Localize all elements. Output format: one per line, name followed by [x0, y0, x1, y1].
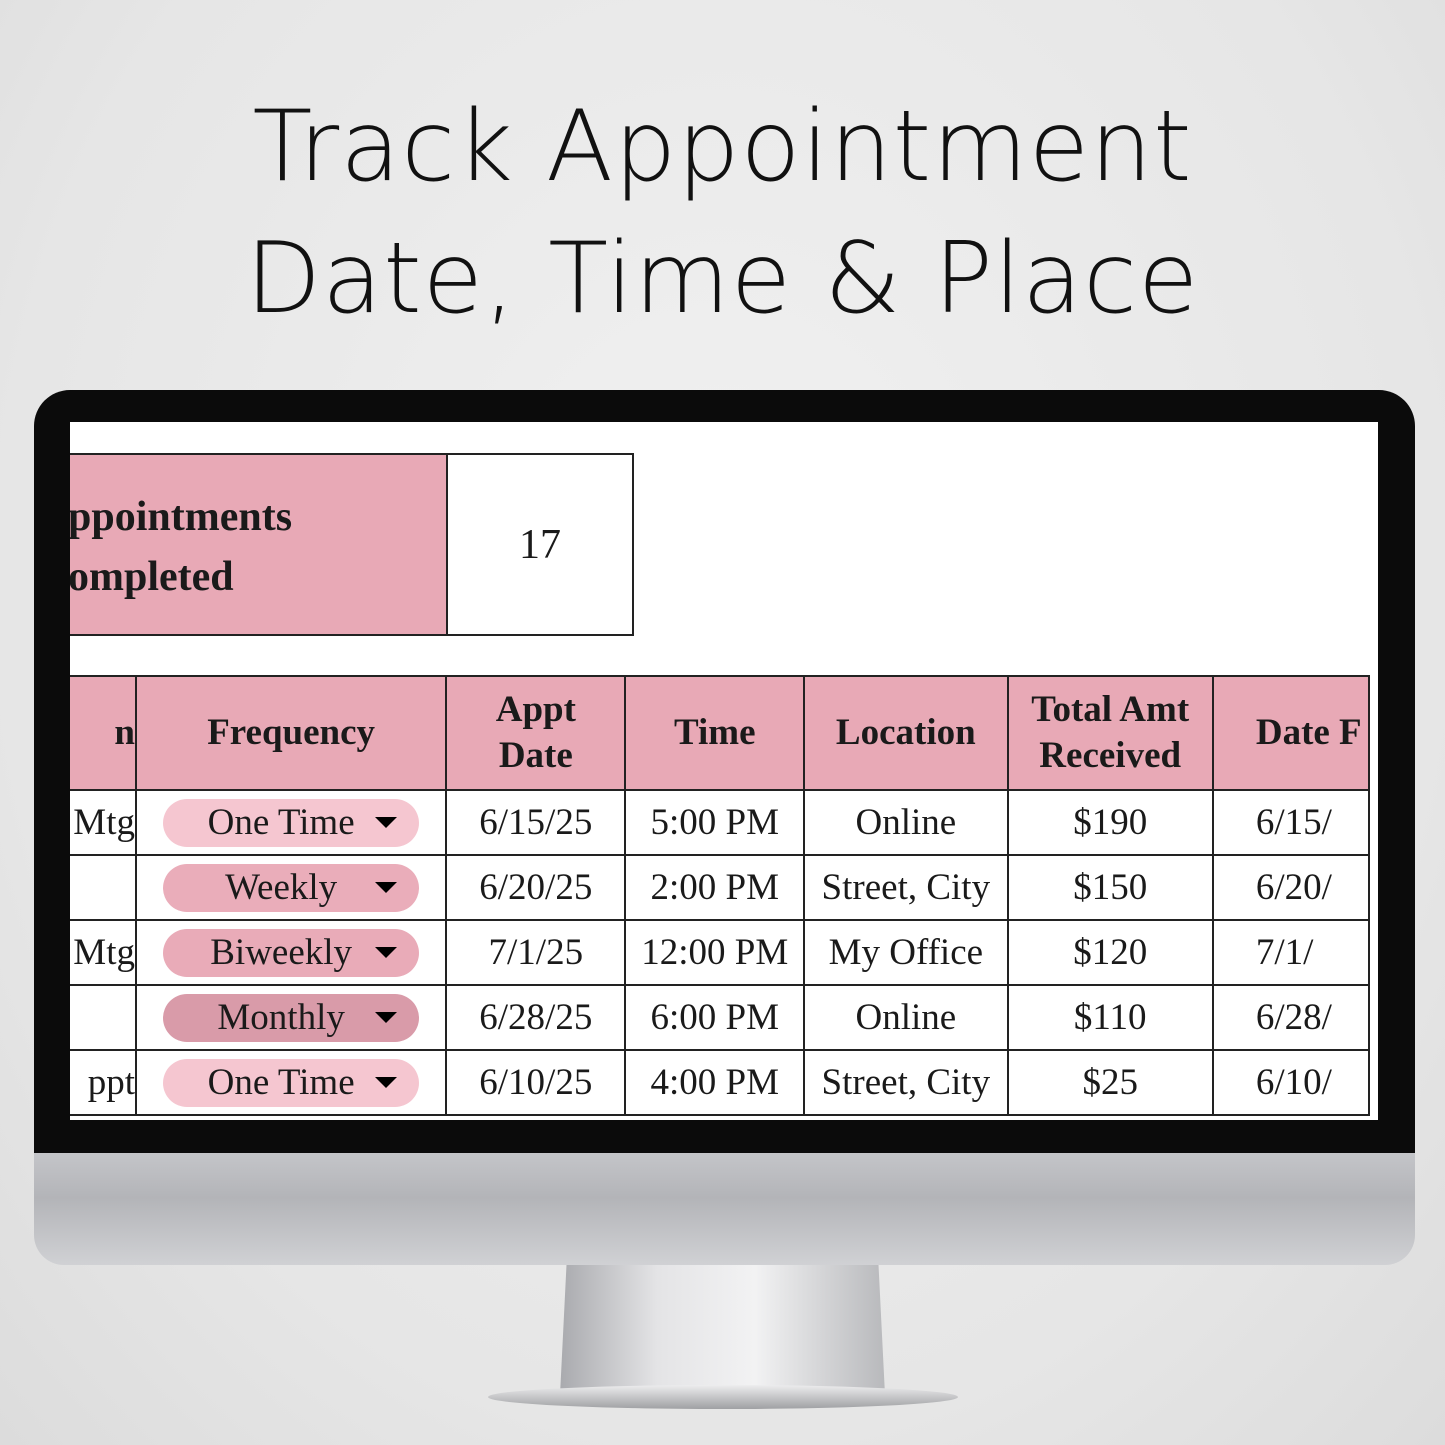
header-time: Time: [624, 675, 806, 791]
summary-label-line1: ppointments: [70, 494, 293, 540]
cell-frequency[interactable]: Monthly: [134, 984, 448, 1051]
summary-label-line2: ompleted: [70, 554, 234, 600]
cell-time[interactable]: 2:00 PM: [624, 854, 806, 921]
cell-location[interactable]: My Office: [803, 919, 1009, 986]
cell-name[interactable]: [70, 984, 137, 1051]
caret-down-icon[interactable]: [375, 881, 398, 893]
headline-line-2: Date, Time & Place: [245, 222, 1200, 336]
caret-down-icon[interactable]: [375, 946, 398, 958]
cell-time[interactable]: 6:00 PM: [624, 984, 806, 1051]
frequency-value: Weekly: [225, 867, 338, 908]
headline-line-1: Track Appointment: [252, 90, 1193, 204]
cell-location[interactable]: Online: [803, 984, 1009, 1051]
monitor-stand: [560, 1265, 885, 1395]
cell-amount[interactable]: $190: [1006, 789, 1214, 856]
cell-date-paid[interactable]: 6/10/: [1211, 1049, 1371, 1116]
cell-frequency[interactable]: One Time: [134, 1049, 448, 1116]
header-location: Location: [803, 675, 1009, 791]
frequency-dropdown[interactable]: Biweekly: [163, 928, 420, 977]
cell-frequency[interactable]: One Time: [134, 789, 448, 856]
cell-amount[interactable]: $150: [1006, 854, 1214, 921]
summary-value[interactable]: 17: [519, 521, 561, 568]
monitor-chin: [34, 1153, 1415, 1265]
cell-name[interactable]: [70, 854, 137, 921]
header-frequency: Frequency: [134, 675, 448, 791]
cell-date-paid[interactable]: 6/28/: [1211, 984, 1371, 1051]
cell-date[interactable]: 7/1/25: [445, 919, 627, 986]
cell-date[interactable]: 6/15/25: [445, 789, 627, 856]
frequency-value: Biweekly: [210, 932, 353, 973]
header-date-paid: Date F: [1211, 675, 1371, 791]
cell-amount[interactable]: $25: [1006, 1049, 1214, 1116]
table-row: Mtg Biweekly 7/1/25 12:00 PM My Office $120 7/…: [70, 919, 1371, 986]
cell-location[interactable]: Street, City: [803, 854, 1009, 921]
caret-down-icon[interactable]: [375, 1076, 398, 1088]
frequency-value: One Time: [207, 1062, 355, 1103]
cell-location[interactable]: Online: [803, 789, 1009, 856]
spreadsheet-screen: ppointments ompleted 17 n Frequency Appt D…: [70, 422, 1378, 1120]
cell-amount[interactable]: $110: [1006, 984, 1214, 1051]
cell-date[interactable]: 6/28/25: [445, 984, 627, 1051]
summary-label: ppointments ompleted: [70, 455, 448, 634]
frequency-value: One Time: [207, 802, 355, 843]
cell-location[interactable]: Street, City: [803, 1049, 1009, 1116]
cell-frequency[interactable]: Biweekly: [134, 919, 448, 986]
frequency-value: Monthly: [217, 997, 345, 1038]
cell-time[interactable]: 12:00 PM: [624, 919, 806, 986]
cell-date[interactable]: 6/10/25: [445, 1049, 627, 1116]
caret-down-icon[interactable]: [375, 816, 398, 828]
header-total-amt-received: Total Amt Received: [1006, 675, 1214, 791]
header-name: n: [70, 675, 137, 791]
frequency-dropdown[interactable]: One Time: [163, 1058, 420, 1107]
cell-time[interactable]: 5:00 PM: [624, 789, 806, 856]
frequency-dropdown[interactable]: Weekly: [163, 863, 420, 912]
table-row: ppt One Time 6/10/25 4:00 PM Street, City $25…: [70, 1049, 1371, 1116]
frequency-dropdown[interactable]: Monthly: [163, 993, 420, 1042]
cell-name[interactable]: Mtg: [70, 919, 137, 986]
cell-time[interactable]: 4:00 PM: [624, 1049, 806, 1116]
cell-name[interactable]: ppt: [70, 1049, 137, 1116]
cell-date[interactable]: 6/20/25: [445, 854, 627, 921]
cell-date-paid[interactable]: 6/20/: [1211, 854, 1371, 921]
appointments-completed-summary: ppointments ompleted 17: [70, 453, 634, 636]
monitor-base: [488, 1385, 958, 1409]
header-appt-date: Appt Date: [445, 675, 627, 791]
cell-date-paid[interactable]: 7/1/: [1211, 919, 1371, 986]
table-row: Mtg One Time 6/15/25 5:00 PM Online $190 6/15/: [70, 789, 1371, 856]
caret-down-icon[interactable]: [375, 1011, 398, 1023]
table-row: Monthly 6/28/25 6:00 PM Online $110 6/28/: [70, 984, 1371, 1051]
cell-name[interactable]: Mtg: [70, 789, 137, 856]
cell-date-paid[interactable]: 6/15/: [1211, 789, 1371, 856]
frequency-dropdown[interactable]: One Time: [163, 798, 420, 847]
cell-frequency[interactable]: Weekly: [134, 854, 448, 921]
appointments-table: n Frequency Appt Date Time Location Total Amt…: [70, 675, 1371, 1116]
cell-amount[interactable]: $120: [1006, 919, 1214, 986]
table-row: Weekly 6/20/25 2:00 PM Street, City $150 6/20…: [70, 854, 1371, 921]
